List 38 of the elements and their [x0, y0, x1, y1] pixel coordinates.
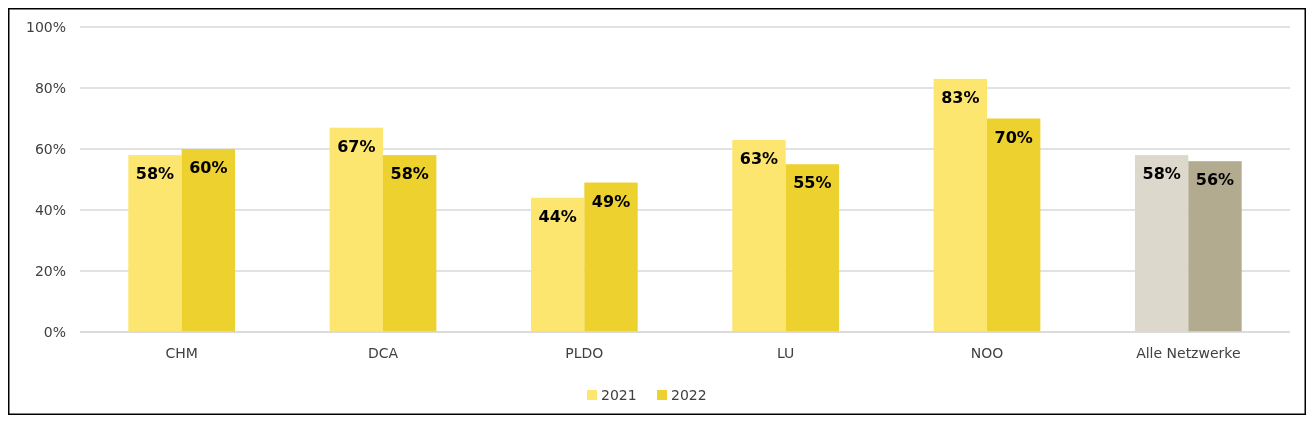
- x-tick-label: DCA: [367, 345, 399, 361]
- data-label: 67%: [337, 136, 376, 156]
- data-label: 63%: [739, 148, 779, 168]
- bar: [732, 139, 786, 332]
- legend-label: 2021: [601, 386, 637, 403]
- bar: [987, 118, 1041, 332]
- data-label: 70%: [994, 127, 1033, 147]
- x-tick-label: NOO: [970, 345, 1004, 361]
- x-tick-label: CHM: [165, 345, 198, 361]
- data-label: 83%: [941, 87, 980, 107]
- data-label: 58%: [1142, 164, 1181, 184]
- y-tick-label: 0%: [43, 323, 66, 340]
- bar: [383, 155, 437, 332]
- bar: [1188, 161, 1242, 332]
- y-tick-label: 80%: [34, 79, 66, 96]
- y-tick-label: 100%: [25, 18, 66, 35]
- data-label: 60%: [189, 158, 228, 177]
- data-label: 44%: [538, 206, 577, 226]
- legend-label: 2022: [671, 386, 707, 403]
- data-label: 58%: [390, 164, 429, 184]
- bar: [584, 182, 638, 332]
- bar: [128, 155, 182, 332]
- bar: [1134, 155, 1189, 332]
- x-tick-label: PLDO: [565, 345, 604, 361]
- y-tick-label: 40%: [34, 201, 66, 218]
- bar: [933, 78, 987, 332]
- data-label: 55%: [793, 173, 832, 193]
- bar: [329, 127, 383, 332]
- x-tick-label: LU: [776, 345, 795, 361]
- bar: [181, 149, 236, 332]
- bar: [530, 197, 585, 332]
- y-tick-label: 60%: [34, 140, 66, 157]
- y-tick-label: 20%: [34, 262, 66, 279]
- data-label: 56%: [1195, 170, 1235, 190]
- data-label: 58%: [135, 164, 175, 184]
- x-tick-label: Alle Netzwerke: [1136, 345, 1241, 361]
- bar: [785, 164, 840, 332]
- data-label: 49%: [591, 191, 631, 211]
